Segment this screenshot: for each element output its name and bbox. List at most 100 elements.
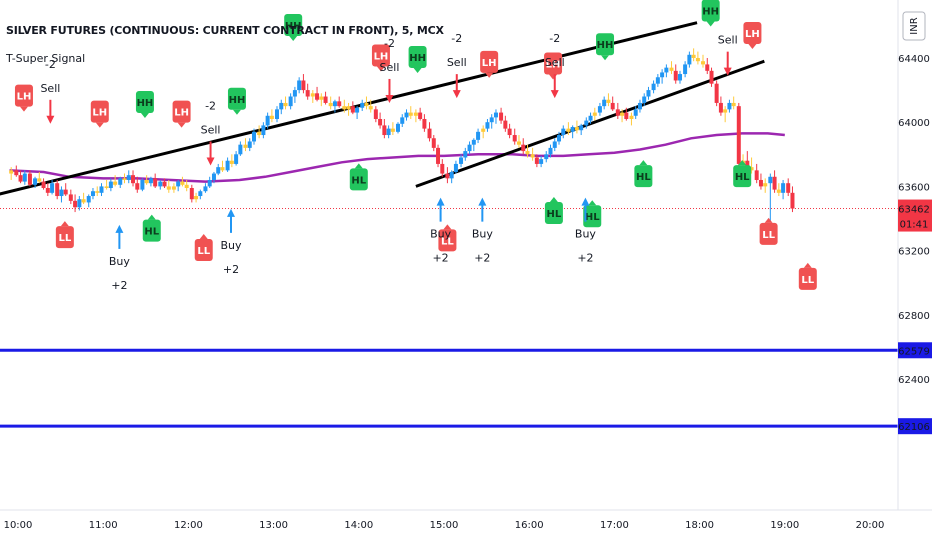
swing-label-lh[interactable]: LH [14,84,33,112]
candle[interactable] [408,106,413,119]
candle[interactable] [126,170,131,184]
candle[interactable] [655,74,660,87]
candle[interactable] [512,128,517,145]
candle[interactable] [220,160,225,172]
candle[interactable] [566,122,571,136]
swing-label-hh[interactable]: HH [227,87,246,115]
candle[interactable] [624,107,629,121]
current-price-tag[interactable]: 63462 01:41 [898,199,932,232]
candle[interactable] [561,125,566,139]
swing-label-ll[interactable]: LL [759,217,778,245]
candle[interactable] [279,99,284,115]
sell-signal[interactable]: -2 Sell [201,100,221,166]
candle[interactable] [238,141,243,156]
candle[interactable] [342,99,347,113]
candle[interactable] [234,151,239,166]
candle[interactable] [431,135,436,152]
candle[interactable] [459,154,464,168]
buy-signal[interactable]: Buy +2 [430,197,452,265]
candle[interactable] [275,106,280,123]
swing-label-lh[interactable]: LH [172,100,191,128]
candle[interactable] [59,186,64,203]
candle[interactable] [481,125,486,139]
candle[interactable] [754,163,759,184]
candle[interactable] [525,144,530,158]
swing-label-hh[interactable]: HH [135,90,154,118]
candle[interactable] [592,107,597,121]
candle[interactable] [355,106,360,119]
candle[interactable] [449,170,454,184]
candle[interactable] [166,179,171,193]
level-price-tag[interactable]: 62579 [898,342,932,359]
candle[interactable] [95,186,100,197]
candle[interactable] [570,125,575,139]
candle[interactable] [597,102,602,116]
candle[interactable] [687,51,692,68]
candle[interactable] [118,176,123,189]
candle[interactable] [364,96,369,110]
sell-signal[interactable]: -2 Sell [447,32,467,99]
swing-label-hl[interactable]: HL [349,163,368,191]
candle[interactable] [453,160,458,174]
swing-label-lh[interactable]: LH [371,44,390,72]
candle[interactable] [552,138,557,152]
candle[interactable] [207,176,212,189]
candle[interactable] [503,115,508,132]
candle[interactable] [683,61,688,78]
candle[interactable] [584,117,589,129]
candle[interactable] [610,96,615,111]
candle[interactable] [489,114,494,129]
candle[interactable] [651,80,656,94]
candle[interactable] [768,173,773,222]
candle[interactable] [203,183,208,193]
candle[interactable] [436,144,441,168]
candle[interactable] [373,106,378,123]
swing-label-hh[interactable]: HH [408,46,427,74]
candle[interactable] [718,96,723,116]
candle[interactable] [390,122,395,136]
candle[interactable] [90,188,95,200]
symbol-title[interactable]: SILVER FUTURES (CONTINUOUS: CURRENT CONT… [6,24,444,37]
candle[interactable] [305,83,310,100]
candle[interactable] [378,112,383,129]
candle[interactable] [790,186,795,213]
candle[interactable] [283,96,288,110]
candle[interactable] [243,138,248,152]
candle[interactable] [323,91,328,105]
candle[interactable] [772,170,777,193]
candle[interactable] [14,165,19,177]
candle[interactable] [723,106,728,123]
candle[interactable] [588,112,593,124]
candle[interactable] [301,74,306,94]
candle[interactable] [216,163,221,176]
candle[interactable] [714,80,719,107]
candle[interactable] [709,67,714,87]
candle[interactable] [360,99,365,111]
time-axis[interactable]: 10:00 11:00 12:00 13:00 14:00 15:00 16:00 17:00… [4,520,885,531]
candle[interactable] [288,93,293,110]
candle[interactable] [22,170,27,185]
candle[interactable] [194,192,199,203]
swing-label-hl[interactable]: HL [544,197,563,225]
candle[interactable] [63,183,68,197]
candle[interactable] [131,170,136,187]
swing-label-ll[interactable]: LL [798,262,817,290]
candle[interactable] [315,86,320,102]
candle[interactable] [418,107,423,121]
candle[interactable] [400,114,405,128]
candle[interactable] [386,125,391,139]
swing-label-ll[interactable]: LL [55,221,74,249]
candle[interactable] [467,141,472,155]
candle[interactable] [786,178,791,197]
candle[interactable] [368,99,373,113]
buy-signal[interactable]: Buy +2 [109,224,131,292]
candle[interactable] [77,196,82,211]
candle[interactable] [45,183,50,197]
candle[interactable] [507,123,512,139]
candle[interactable] [310,90,315,103]
candle[interactable] [427,122,432,142]
candle[interactable] [41,178,46,190]
swing-label-ll[interactable]: LL [438,224,457,252]
candle[interactable] [749,157,754,174]
candle[interactable] [33,176,38,189]
